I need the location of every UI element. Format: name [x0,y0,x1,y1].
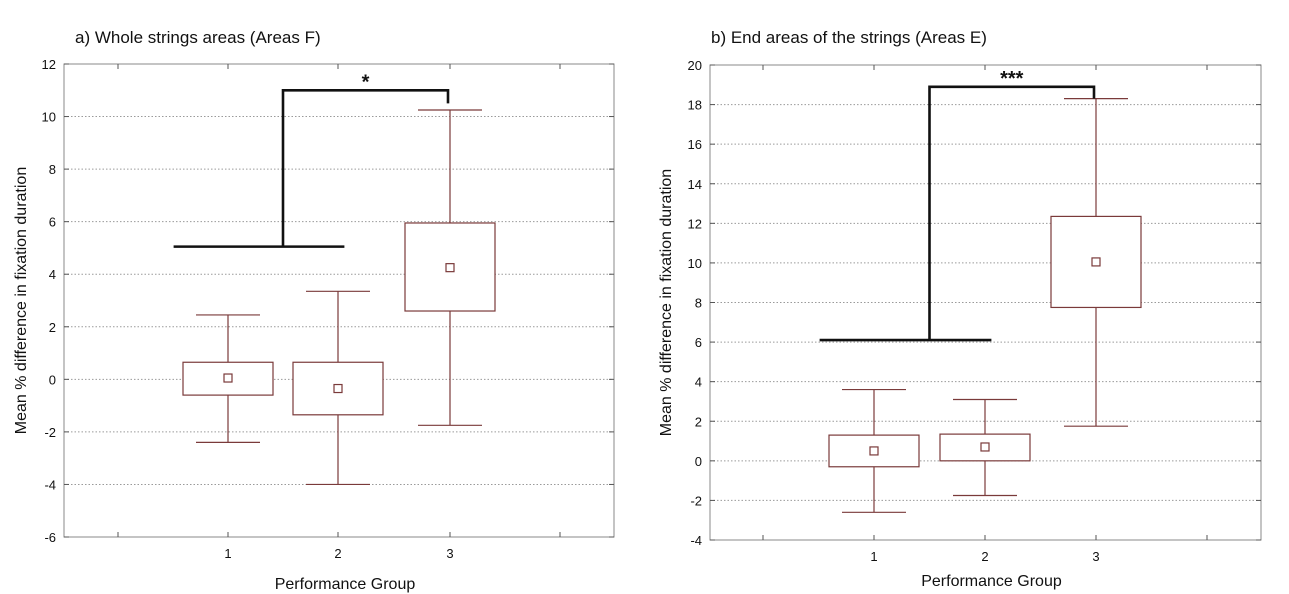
y-tick-label: 12 [688,216,702,231]
significance-label: *** [1000,68,1024,90]
x-tick-label: 2 [334,546,341,561]
y-tick-label: 6 [695,335,702,350]
y-tick-label: 10 [42,110,56,125]
x-tick-label: 2 [981,549,988,564]
mean-marker [445,263,455,273]
y-tick-label: 8 [695,296,702,311]
x-axis-label: Performance Group [275,576,416,593]
y-tick-label: 8 [49,162,56,177]
y-tick-label: -4 [44,477,56,492]
mean-marker [869,446,879,456]
y-tick-label: 2 [695,414,702,429]
box-group-1 [828,388,920,513]
box-group-3 [404,109,496,426]
mean-marker [1091,257,1101,267]
y-tick-label: 2 [49,320,56,335]
significance-bracket: *** [819,68,1096,342]
x-axis-label: Performance Group [921,573,1062,590]
y-tick-label: 4 [695,375,702,390]
panel-b: b) End areas of the strings (Areas E) -4 -… [658,28,1262,590]
y-tick-label: 20 [688,58,702,73]
mean-marker [223,373,233,383]
box-group-2 [939,398,1031,497]
y-tick-label: 0 [49,372,56,387]
bracket-line [281,88,450,247]
x-tick-label: 3 [1092,549,1099,564]
box-group-2 [292,290,384,486]
y-tick-label: 12 [42,57,56,72]
y-tick-label: 18 [688,98,702,113]
y-axis-label: Mean % difference in fixation duration [13,167,30,434]
y-axis-label: Mean % difference in fixation duration [658,169,675,436]
y-tick-label: -2 [690,493,702,508]
bracket-line [928,85,1096,341]
y-tick-label: -6 [44,530,56,545]
box-rect [1050,215,1142,309]
plot-area [63,63,615,538]
chart-title: a) Whole strings areas (Areas F) [75,28,321,47]
y-tick-label: 10 [688,256,702,271]
chart-title: b) End areas of the strings (Areas E) [711,28,987,47]
mean-marker [980,442,990,452]
mean-marker [333,383,343,394]
box-group-1 [182,314,274,443]
x-tick-label: 3 [446,546,453,561]
significance-label: * [362,71,370,93]
y-tick-label: 4 [49,267,56,282]
y-tick-label: -2 [44,425,56,440]
x-tick-label: 1 [224,546,231,561]
box-group-3 [1050,98,1142,427]
y-tick-label: -4 [690,533,702,548]
y-tick-label: 14 [688,177,702,192]
panel-a: a) Whole strings areas (Areas F) -6 -4 -2 0 2… [13,28,615,593]
significance-bracket: * [173,71,450,248]
y-tick-label: 6 [49,215,56,230]
x-tick-label: 1 [870,549,877,564]
y-tick-label: 0 [695,454,702,469]
y-tick-label: 16 [688,137,702,152]
